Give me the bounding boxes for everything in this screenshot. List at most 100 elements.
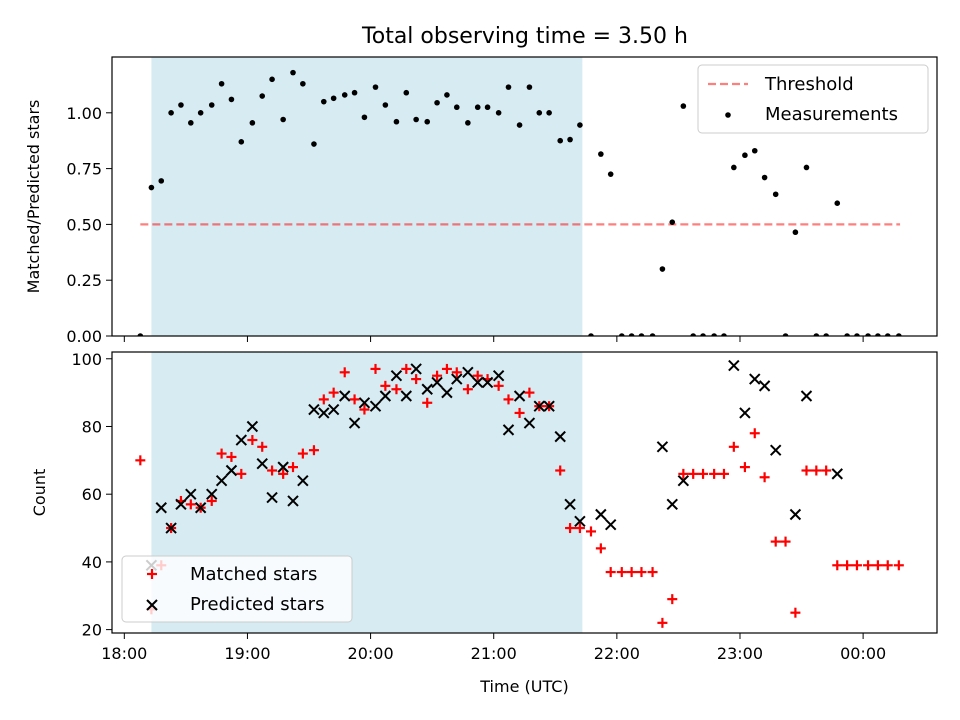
predicted-star-point — [462, 366, 474, 379]
predicted-star-point — [215, 474, 228, 487]
predicted-star-point — [318, 407, 330, 419]
matched-star-point — [503, 394, 514, 405]
predicted-star-point — [564, 498, 576, 511]
x-tick-label: 19:00 — [224, 644, 270, 663]
legend-matched-swatch — [147, 569, 157, 579]
measurement-point — [742, 152, 748, 159]
measurement-point — [249, 120, 256, 126]
x-tick-label: 20:00 — [348, 644, 394, 663]
matched-star-point — [288, 462, 299, 473]
matched-star-point — [780, 536, 791, 547]
legend-measurement-label: Measurements — [765, 104, 898, 125]
measurement-point — [259, 93, 266, 99]
matched-star-point — [216, 448, 227, 459]
measurement-point — [330, 95, 337, 102]
measurement-point — [228, 96, 235, 103]
matched-star-point — [206, 495, 217, 506]
matched-star-point — [493, 380, 504, 391]
measurement-point — [823, 333, 829, 336]
axes-frame — [111, 351, 938, 634]
matched-star-point — [574, 523, 585, 534]
measurement-point — [844, 333, 850, 336]
measurement-point — [700, 333, 706, 336]
predicted-star-point — [533, 400, 545, 412]
measurement-point — [168, 110, 174, 116]
predicted-star-point — [348, 417, 361, 429]
matched-star-point — [636, 567, 647, 578]
matched-star-point — [821, 465, 832, 476]
matched-star-point — [832, 560, 843, 571]
predicted-star-point — [666, 498, 678, 511]
predicted-star-point — [523, 417, 536, 429]
measurement-point — [188, 120, 194, 126]
predicted-star-point — [287, 495, 299, 507]
predicted-star-point — [728, 359, 740, 372]
matched-star-point — [339, 367, 350, 378]
legend-measurement-swatch — [725, 112, 731, 118]
predicted-star-point — [431, 376, 443, 389]
measurement-point — [280, 116, 286, 123]
predicted-star-point — [604, 518, 617, 531]
matched-star-point — [359, 404, 370, 415]
y-tick-label: 0.00 — [66, 327, 102, 346]
predicted-star-point — [677, 474, 690, 487]
predicted-star-point — [758, 380, 771, 392]
y-tick-label: 100 — [71, 350, 102, 369]
matched-star-point — [801, 465, 812, 476]
measurement-point — [577, 122, 583, 128]
predicted-star-point — [206, 488, 218, 500]
x-tick-label: 22:00 — [594, 644, 640, 663]
predicted-star-point — [749, 373, 761, 385]
y-axis-label: Matched/Predicted stars — [24, 100, 43, 294]
matched-star-point — [605, 567, 616, 578]
matched-star-point — [882, 560, 893, 571]
matched-star-point — [872, 560, 883, 571]
predicted-star-point — [277, 461, 289, 473]
measurement-point — [782, 333, 789, 336]
measurement-point — [505, 84, 512, 90]
matched-star-point — [514, 407, 525, 418]
predicted-star-point — [481, 376, 494, 389]
predicted-star-point — [266, 491, 278, 504]
predicted-star-point — [554, 430, 566, 443]
matched-star-point — [728, 441, 739, 452]
predicted-star-point — [339, 390, 351, 402]
matched-star-point — [626, 567, 637, 578]
measurement-point — [434, 99, 440, 106]
matched-star-point — [441, 363, 452, 374]
measurement-point — [557, 137, 564, 144]
y-tick-label: 80 — [82, 417, 102, 436]
matched-star-point — [328, 387, 339, 398]
measurement-point — [424, 118, 431, 125]
measurement-point — [403, 89, 410, 96]
measurement-point — [197, 110, 204, 116]
matched-star-point — [185, 499, 196, 510]
measurement-point — [474, 104, 481, 111]
matched-star-point — [749, 428, 760, 439]
predicted-star-point — [155, 502, 167, 514]
measurement-point — [465, 120, 471, 126]
matched-star-point — [759, 472, 770, 483]
matched-star-point — [451, 367, 462, 378]
matched-star-point — [257, 441, 268, 452]
y-tick-label: 0.75 — [66, 160, 102, 179]
measurement-point — [484, 104, 491, 111]
measurement-point — [351, 89, 358, 96]
matched-star-point — [236, 468, 247, 479]
measurement-point — [453, 104, 460, 111]
matched-star-point — [462, 384, 473, 395]
predicted-star-point — [441, 386, 453, 399]
matched-star-point — [555, 465, 566, 476]
matched-star-point — [422, 397, 433, 408]
matched-star-point — [667, 594, 678, 605]
matched-star-point — [811, 465, 822, 476]
matched-star-point — [595, 543, 606, 554]
measurement-point — [178, 102, 184, 108]
measurement-point — [884, 333, 891, 336]
matched-star-point — [565, 523, 576, 534]
matched-star-point — [851, 560, 862, 571]
matched-star-point — [247, 435, 258, 446]
matched-star-point — [657, 617, 668, 628]
x-tick-label: 18:00 — [101, 644, 147, 663]
